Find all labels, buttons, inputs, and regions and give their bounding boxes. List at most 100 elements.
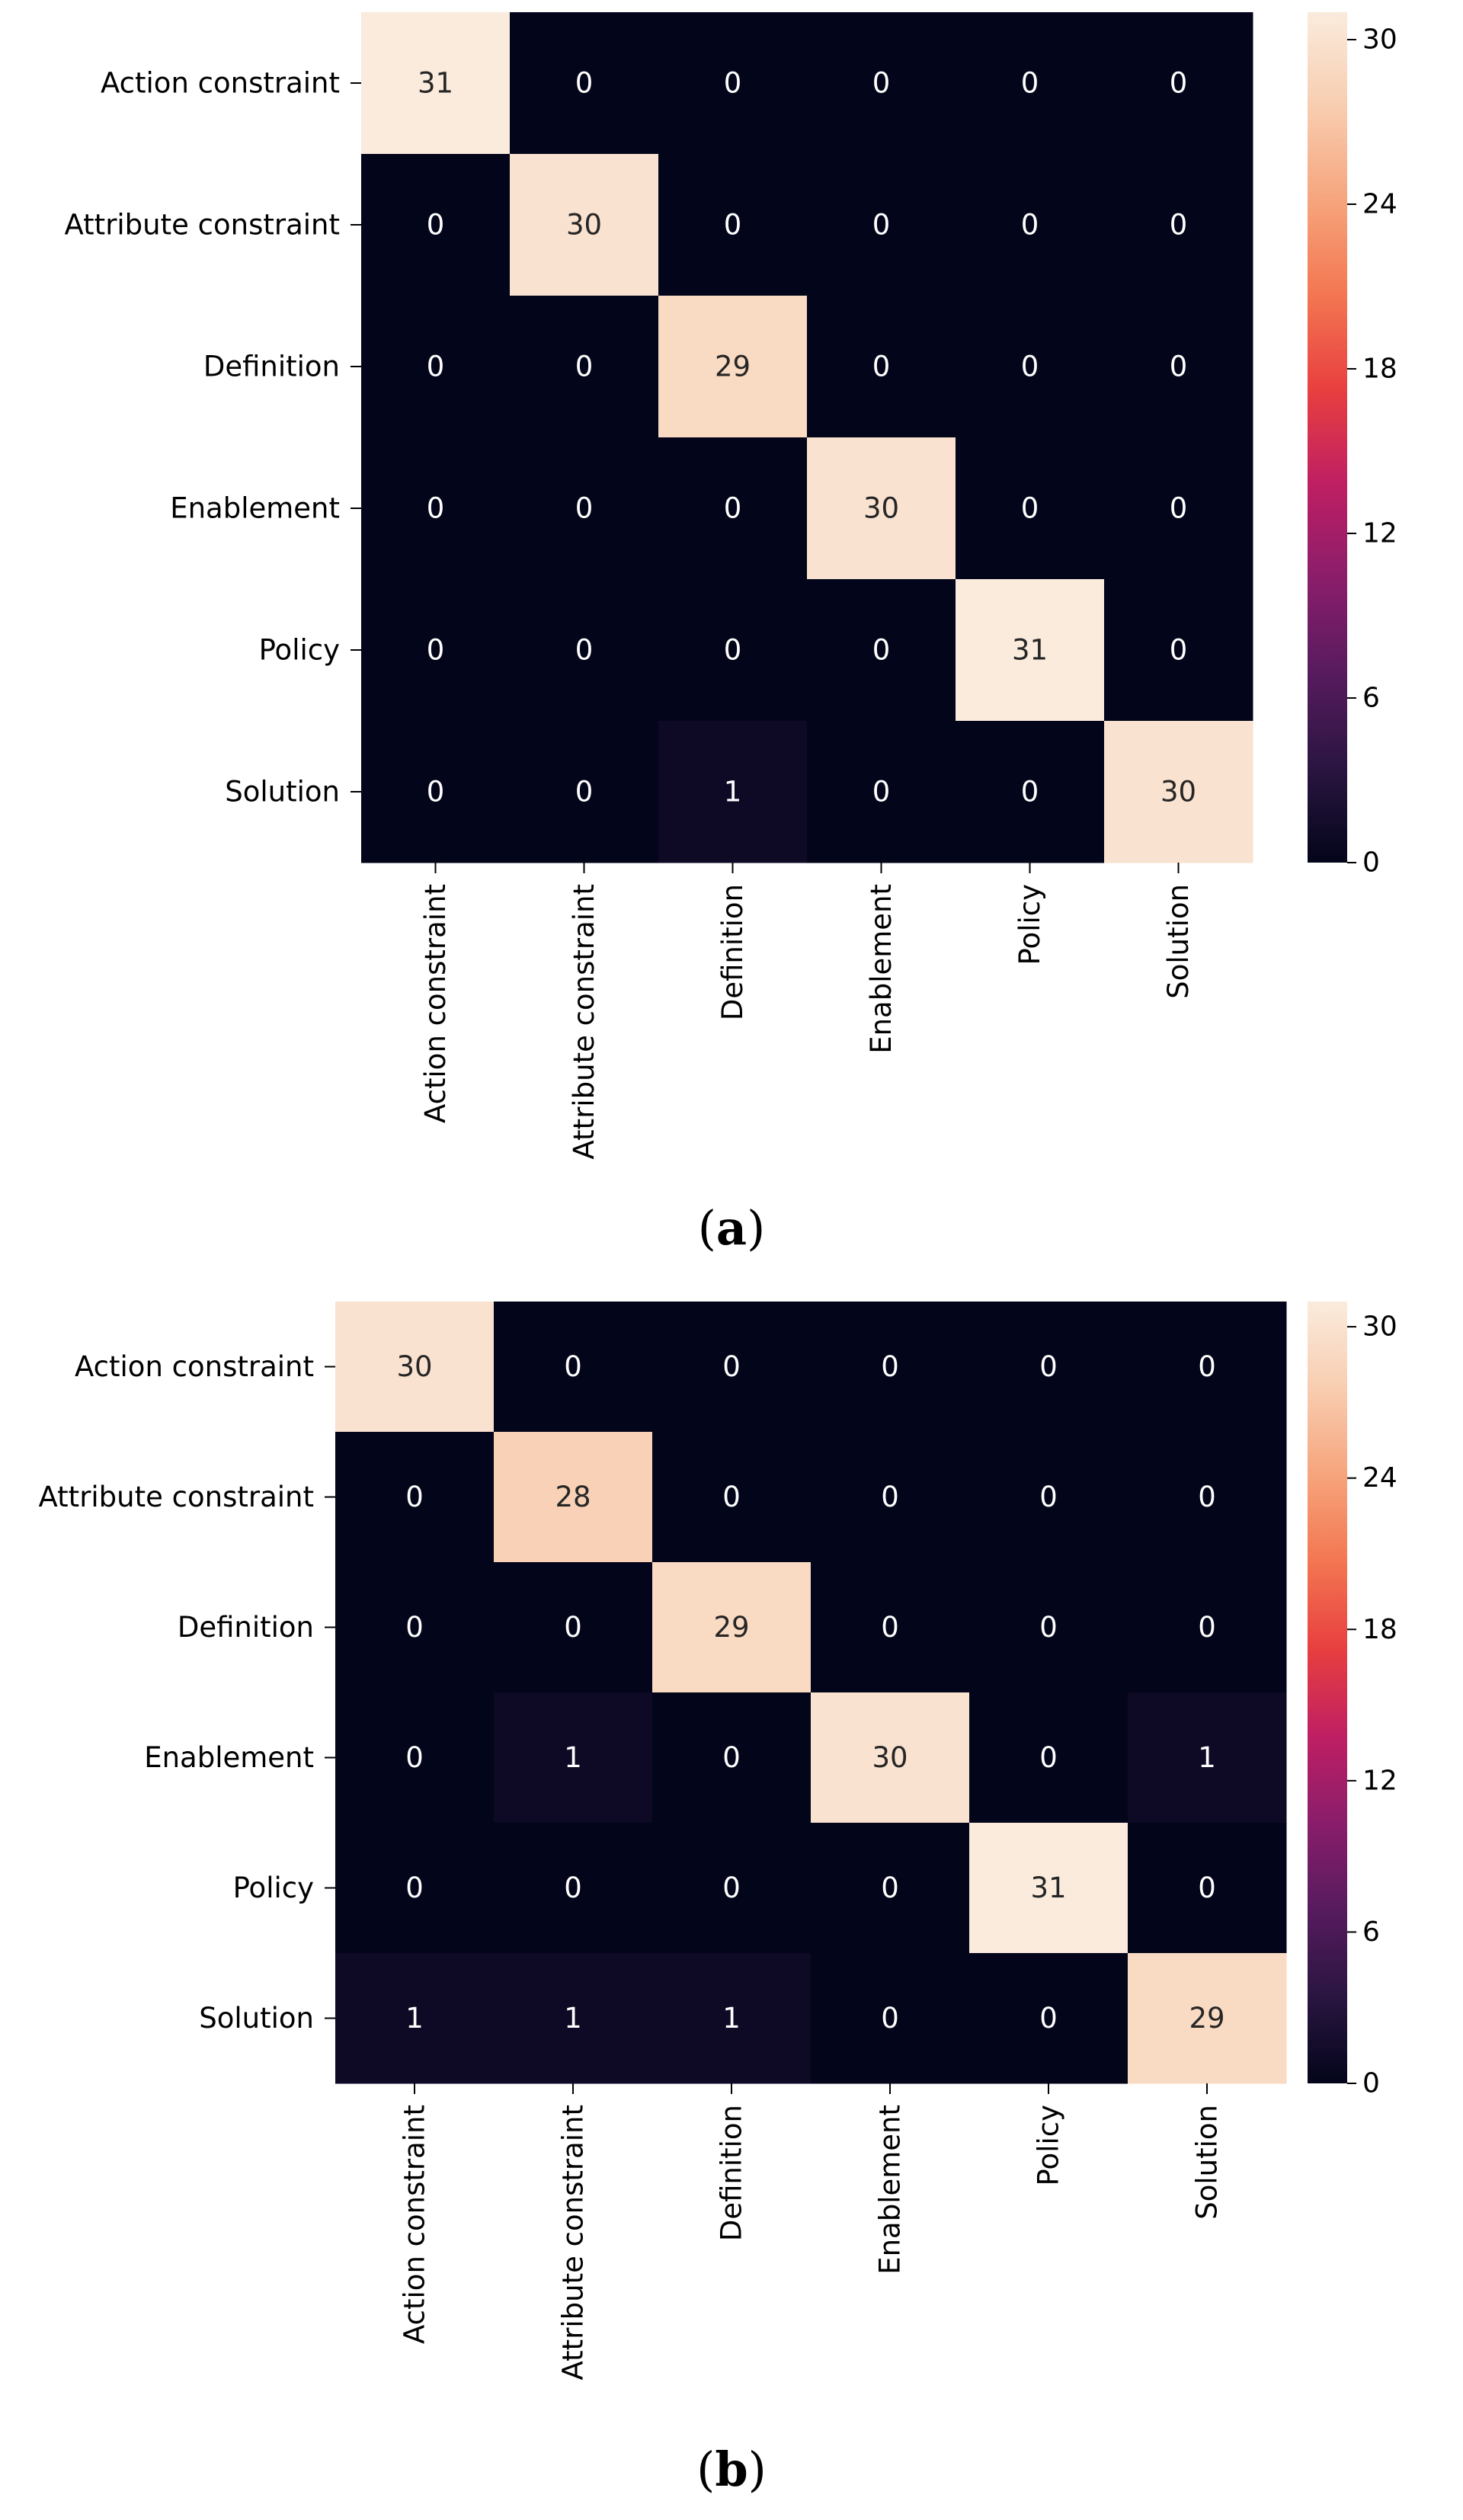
x-tick-label: Attribute constraint — [557, 2105, 590, 2380]
heatmap-cell — [658, 579, 808, 722]
heatmap-cell — [652, 1562, 812, 1693]
cell-value-label: 1 — [1198, 1741, 1216, 1774]
x-tick-label: Enablement — [874, 2105, 907, 2275]
cell-value-label: 0 — [405, 1611, 424, 1644]
cell-value-label: 29 — [713, 1611, 749, 1644]
cell-value-label: 0 — [872, 67, 891, 100]
heatmap-cell — [811, 1562, 970, 1693]
panel-a-confusion-matrix: 31 0 0 0 0 00 30 0 0 0 00 0 29 0 0 00 0 0 30 0 00 0 0 0 31 00 0 1 0 0… — [65, 12, 1397, 1256]
heatmap-cell — [361, 437, 511, 580]
cell-value-label: 0 — [1021, 67, 1039, 100]
colorbar-tick-label: 0 — [1362, 2068, 1380, 2099]
heatmap-cell — [652, 1823, 812, 1954]
cell-value-label: 0 — [427, 634, 445, 667]
cell-value-label: 0 — [1039, 1481, 1058, 1513]
cell-value-label: 0 — [575, 67, 594, 100]
heatmap-cell — [510, 721, 659, 863]
cell-value-label: 0 — [427, 209, 445, 242]
cell-value-label: 31 — [418, 67, 453, 100]
colorbar-tick-label: 24 — [1362, 189, 1397, 220]
heatmap-cell — [361, 579, 511, 722]
heatmap-cell — [510, 296, 659, 438]
y-tick-label: Definition — [203, 351, 340, 383]
heatmap-cell — [335, 1562, 495, 1693]
heatmap-cell — [1104, 296, 1253, 438]
cell-value-label: 0 — [872, 351, 891, 383]
heatmap-cell — [1104, 12, 1253, 155]
cell-value-label: 0 — [1039, 1611, 1058, 1644]
colorbar-tick-label: 12 — [1362, 1765, 1397, 1796]
colorbar-tick-label: 0 — [1362, 847, 1380, 879]
heatmap-cell — [956, 721, 1105, 863]
cell-value-label: 0 — [1170, 634, 1188, 667]
cell-value-label: 0 — [1039, 1741, 1058, 1774]
y-tick-label: Enablement — [170, 492, 340, 525]
heatmap-cell — [1104, 721, 1253, 863]
heatmap-cell — [335, 1302, 495, 1433]
heatmap-cell — [811, 1432, 970, 1563]
y-tick-label: Attribute constraint — [39, 1481, 314, 1513]
heatmap-cell — [658, 154, 808, 296]
heatmap-cell — [1104, 154, 1253, 296]
x-tick-label: Policy — [1013, 884, 1046, 965]
heatmap-cell — [1128, 1692, 1287, 1824]
cell-value-label: 30 — [566, 209, 602, 242]
colorbar: 0 6 12 18 24 30 — [1308, 1302, 1397, 2099]
y-tick-label: Action constraint — [75, 1350, 314, 1383]
x-tick-label: Enablement — [865, 884, 898, 1054]
heatmap-cell — [335, 1823, 495, 1954]
cell-value-label: 0 — [575, 351, 594, 383]
heatmap-cell — [361, 296, 511, 438]
heatmap-cell — [969, 1302, 1128, 1433]
heatmap-cell — [807, 154, 956, 296]
cell-value-label: 1 — [564, 1741, 582, 1774]
cell-value-label: 1 — [405, 2002, 424, 2035]
heatmap-cell — [956, 296, 1105, 438]
x-tick-label: Definition — [715, 2105, 748, 2241]
heatmap-cell — [652, 1432, 812, 1563]
cell-value-label: 30 — [396, 1350, 432, 1383]
cell-value-label: 0 — [881, 1611, 899, 1644]
cell-value-label: 30 — [1160, 776, 1196, 809]
cell-value-label: 0 — [722, 1350, 741, 1383]
y-tick-label: Policy — [233, 1872, 314, 1904]
heatmap-cell — [361, 12, 511, 155]
colorbar-tick-label: 30 — [1362, 1311, 1397, 1343]
y-tick-label: Enablement — [144, 1741, 314, 1774]
heatmap-cells: 31 0 0 0 0 0 0 30 0 0 0 0 0 0 29 0 0 0 0 0 0 30 0 0 0 0 0 0 31 0 0 0 1 0 0… — [361, 12, 1253, 863]
heatmap-cell — [361, 154, 511, 296]
heatmap-cell — [956, 12, 1105, 155]
cell-value-label: 0 — [881, 1481, 899, 1513]
colorbar-tick-label: 6 — [1362, 683, 1380, 714]
colorbar: 0 6 12 18 24 30 — [1308, 12, 1397, 879]
heatmap-cell — [1128, 1432, 1287, 1563]
heatmap-cell — [510, 437, 659, 580]
heatmap-cell — [811, 1692, 970, 1824]
x-tick-label: Solution — [1191, 2105, 1224, 2220]
cell-value-label: 29 — [715, 351, 751, 383]
x-tick-labels: Action constraint Attribute constraint Def… — [419, 863, 1195, 1159]
cell-value-label: 0 — [1021, 492, 1039, 525]
heatmap-cell — [969, 1562, 1128, 1693]
heatmap-cell — [1104, 437, 1253, 580]
heatmap-cell — [1128, 1562, 1287, 1693]
heatmap-cell — [494, 1302, 653, 1433]
cell-value-label: 0 — [405, 1741, 424, 1774]
x-tick-label: Action constraint — [399, 2105, 431, 2344]
cell-value-label: 0 — [564, 1872, 582, 1904]
x-tick-label: Solution — [1162, 884, 1195, 999]
cell-value-label: 0 — [872, 634, 891, 667]
cell-value-label: 0 — [1021, 351, 1039, 383]
cell-value-label: 0 — [575, 492, 594, 525]
cell-value-label: 0 — [427, 776, 445, 809]
cell-value-label: 1 — [722, 2002, 741, 2035]
heatmap-cell — [652, 1953, 812, 2084]
heatmap-cell — [335, 1432, 495, 1563]
cell-value-label: 0 — [1170, 351, 1188, 383]
cell-value-label: 30 — [863, 492, 899, 525]
cell-value-label: 0 — [872, 209, 891, 242]
cell-value-label: 28 — [555, 1481, 591, 1513]
cell-value-label: 0 — [872, 776, 891, 809]
cell-value-label: 0 — [1170, 492, 1188, 525]
